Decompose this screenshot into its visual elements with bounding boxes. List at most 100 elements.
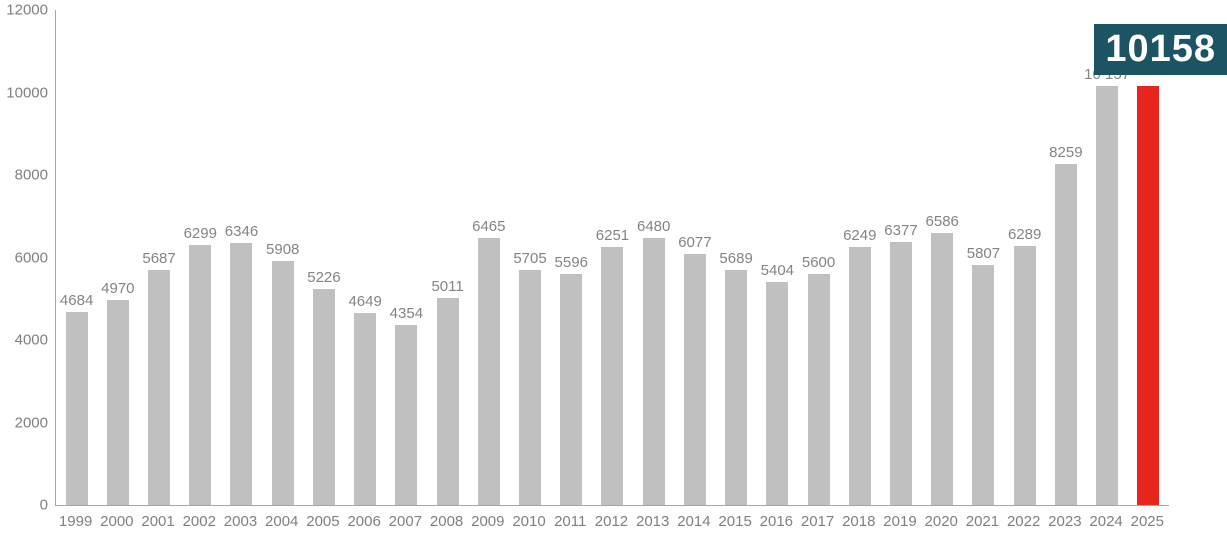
- bar[interactable]: [642, 237, 665, 505]
- x-axis-tick-label: 2018: [842, 513, 876, 530]
- bar[interactable]: [766, 282, 789, 505]
- bar[interactable]: [189, 245, 212, 505]
- x-axis-tick-label: 2012: [594, 513, 629, 530]
- bar[interactable]: [312, 289, 335, 505]
- bar[interactable]: [560, 274, 583, 505]
- bar-slot: 8259: [1045, 10, 1086, 505]
- bar-slot: 4970: [97, 10, 138, 505]
- bar[interactable]: [725, 270, 748, 505]
- bar-slot: 6586: [922, 10, 963, 505]
- bar-slot: 5011: [427, 10, 468, 505]
- bar-value-label: 5908: [266, 241, 300, 259]
- bars-row: 4684 4970 5687 6299 6346 5908 5226 4649 4354 5011…: [56, 10, 1169, 505]
- x-axis-tick-label: 2015: [718, 513, 752, 530]
- bar[interactable]: [931, 233, 954, 505]
- y-axis-labels: 0 2000 4000 6000 8000 10000 12000: [0, 2, 48, 514]
- bar[interactable]: [65, 311, 88, 505]
- bar[interactable]: [477, 238, 500, 505]
- bar[interactable]: [848, 247, 871, 505]
- x-axis-tick-label: 2025: [1130, 513, 1164, 530]
- bar-value-label: 6377: [884, 221, 918, 239]
- bar[interactable]: [436, 298, 459, 505]
- bar[interactable]: [271, 261, 294, 505]
- x-axis-tick-label: 2001: [141, 513, 175, 530]
- x-axis-tick-label: 2011: [554, 513, 587, 530]
- bar[interactable]: [1013, 245, 1036, 505]
- bar[interactable]: [889, 241, 912, 505]
- bar-slot: 6249: [839, 10, 880, 505]
- bar[interactable]: [106, 300, 129, 505]
- bar-slot: 5687: [138, 10, 179, 505]
- x-axis-tick-label: 2004: [265, 513, 299, 530]
- y-axis-tick-label: 12000: [6, 1, 48, 19]
- bar-slot: 5807: [963, 10, 1004, 505]
- bar-value-label: 5011: [431, 278, 464, 296]
- y-axis-tick-label: 2000: [14, 414, 48, 431]
- y-axis-tick-label: 4000: [14, 331, 48, 349]
- bar[interactable]: [148, 270, 171, 505]
- bar-slot: 5705: [509, 10, 550, 505]
- bar[interactable]: [807, 274, 830, 505]
- x-axis-tick-label: 2002: [182, 513, 216, 530]
- bar-value-label: 6299: [183, 225, 217, 243]
- x-axis-tick-label: 2005: [306, 513, 340, 530]
- x-axis-tick-label: 2007: [388, 513, 423, 530]
- x-axis-tick-label: 2003: [223, 513, 258, 530]
- bar-value-label: 6251: [595, 227, 630, 245]
- bar-value-label: 5404: [760, 262, 795, 280]
- bar-slot: 4649: [345, 10, 386, 505]
- bar-slot: 5596: [551, 10, 592, 505]
- x-axis-tick-label: 2010: [512, 513, 546, 530]
- bar-value-label: 6586: [925, 213, 959, 231]
- bar-value-label: 5807: [966, 245, 1001, 263]
- bar[interactable]: [519, 269, 542, 505]
- bar[interactable]: [1054, 164, 1077, 505]
- bar-slot: 6289: [1004, 10, 1045, 505]
- bar-value-label: 6249: [843, 227, 877, 245]
- y-axis-tick-label: 6000: [14, 249, 48, 266]
- y-axis-tick-label: 0: [39, 496, 48, 514]
- bar-highlighted[interactable]: [1137, 85, 1160, 505]
- x-axis-tick-label: 2024: [1089, 513, 1123, 530]
- bar-slot: 10 157: [1084, 10, 1130, 505]
- bar[interactable]: [395, 325, 418, 505]
- bar-slot: 5404: [757, 10, 798, 505]
- bar[interactable]: [972, 265, 995, 505]
- bar[interactable]: [354, 313, 377, 505]
- bar-value-label: 4649: [348, 293, 382, 311]
- x-axis-tick-label: 2021: [965, 513, 1000, 530]
- y-axis-tick-label: 10000: [6, 84, 48, 101]
- x-axis-tick-label: 2022: [1006, 513, 1041, 530]
- x-axis-tick-label: 2014: [677, 513, 711, 530]
- bar-value-label: 5600: [801, 254, 836, 271]
- x-axis-tick-label: 2006: [347, 513, 381, 530]
- bar-slot: [1128, 10, 1169, 505]
- bar-slot: 6346: [221, 10, 262, 505]
- bar-slot: 6077: [674, 10, 715, 505]
- bar-value-label: 5226: [307, 269, 341, 287]
- bar-slot: 4684: [56, 10, 97, 505]
- bar-value-label: 6289: [1007, 225, 1042, 243]
- bar-value-label: 4684: [59, 291, 94, 309]
- bar-value-label: 5596: [554, 254, 588, 272]
- bar-value-label: 8259: [1049, 144, 1083, 162]
- plot-area: 4684 4970 5687 6299 6346 5908 5226 4649 4354 5011…: [55, 10, 1169, 506]
- highlight-value-callout: 10158: [1094, 24, 1227, 75]
- bar-slot: 4354: [386, 10, 427, 505]
- bar-slot: 5226: [303, 10, 344, 505]
- x-axis-tick-label: 2000: [100, 513, 134, 530]
- bar[interactable]: [601, 247, 624, 505]
- bar[interactable]: [230, 243, 253, 505]
- bar-slot: 6465: [468, 10, 509, 505]
- bar[interactable]: [1096, 86, 1119, 505]
- y-axis-tick-label: 8000: [14, 166, 48, 184]
- bar[interactable]: [683, 254, 706, 505]
- x-axis-tick-label: 2017: [800, 513, 835, 530]
- bar-value-label: 4354: [389, 305, 424, 323]
- bar-slot: 5689: [716, 10, 757, 505]
- x-axis-tick-label: 2009: [471, 513, 505, 530]
- x-axis-labels: 1999 2000 2001 2002 2003 2004 2005 2006 2007 2008…: [55, 513, 1168, 530]
- bar-slot: 5600: [798, 10, 839, 505]
- bar-slot: 6299: [180, 10, 221, 505]
